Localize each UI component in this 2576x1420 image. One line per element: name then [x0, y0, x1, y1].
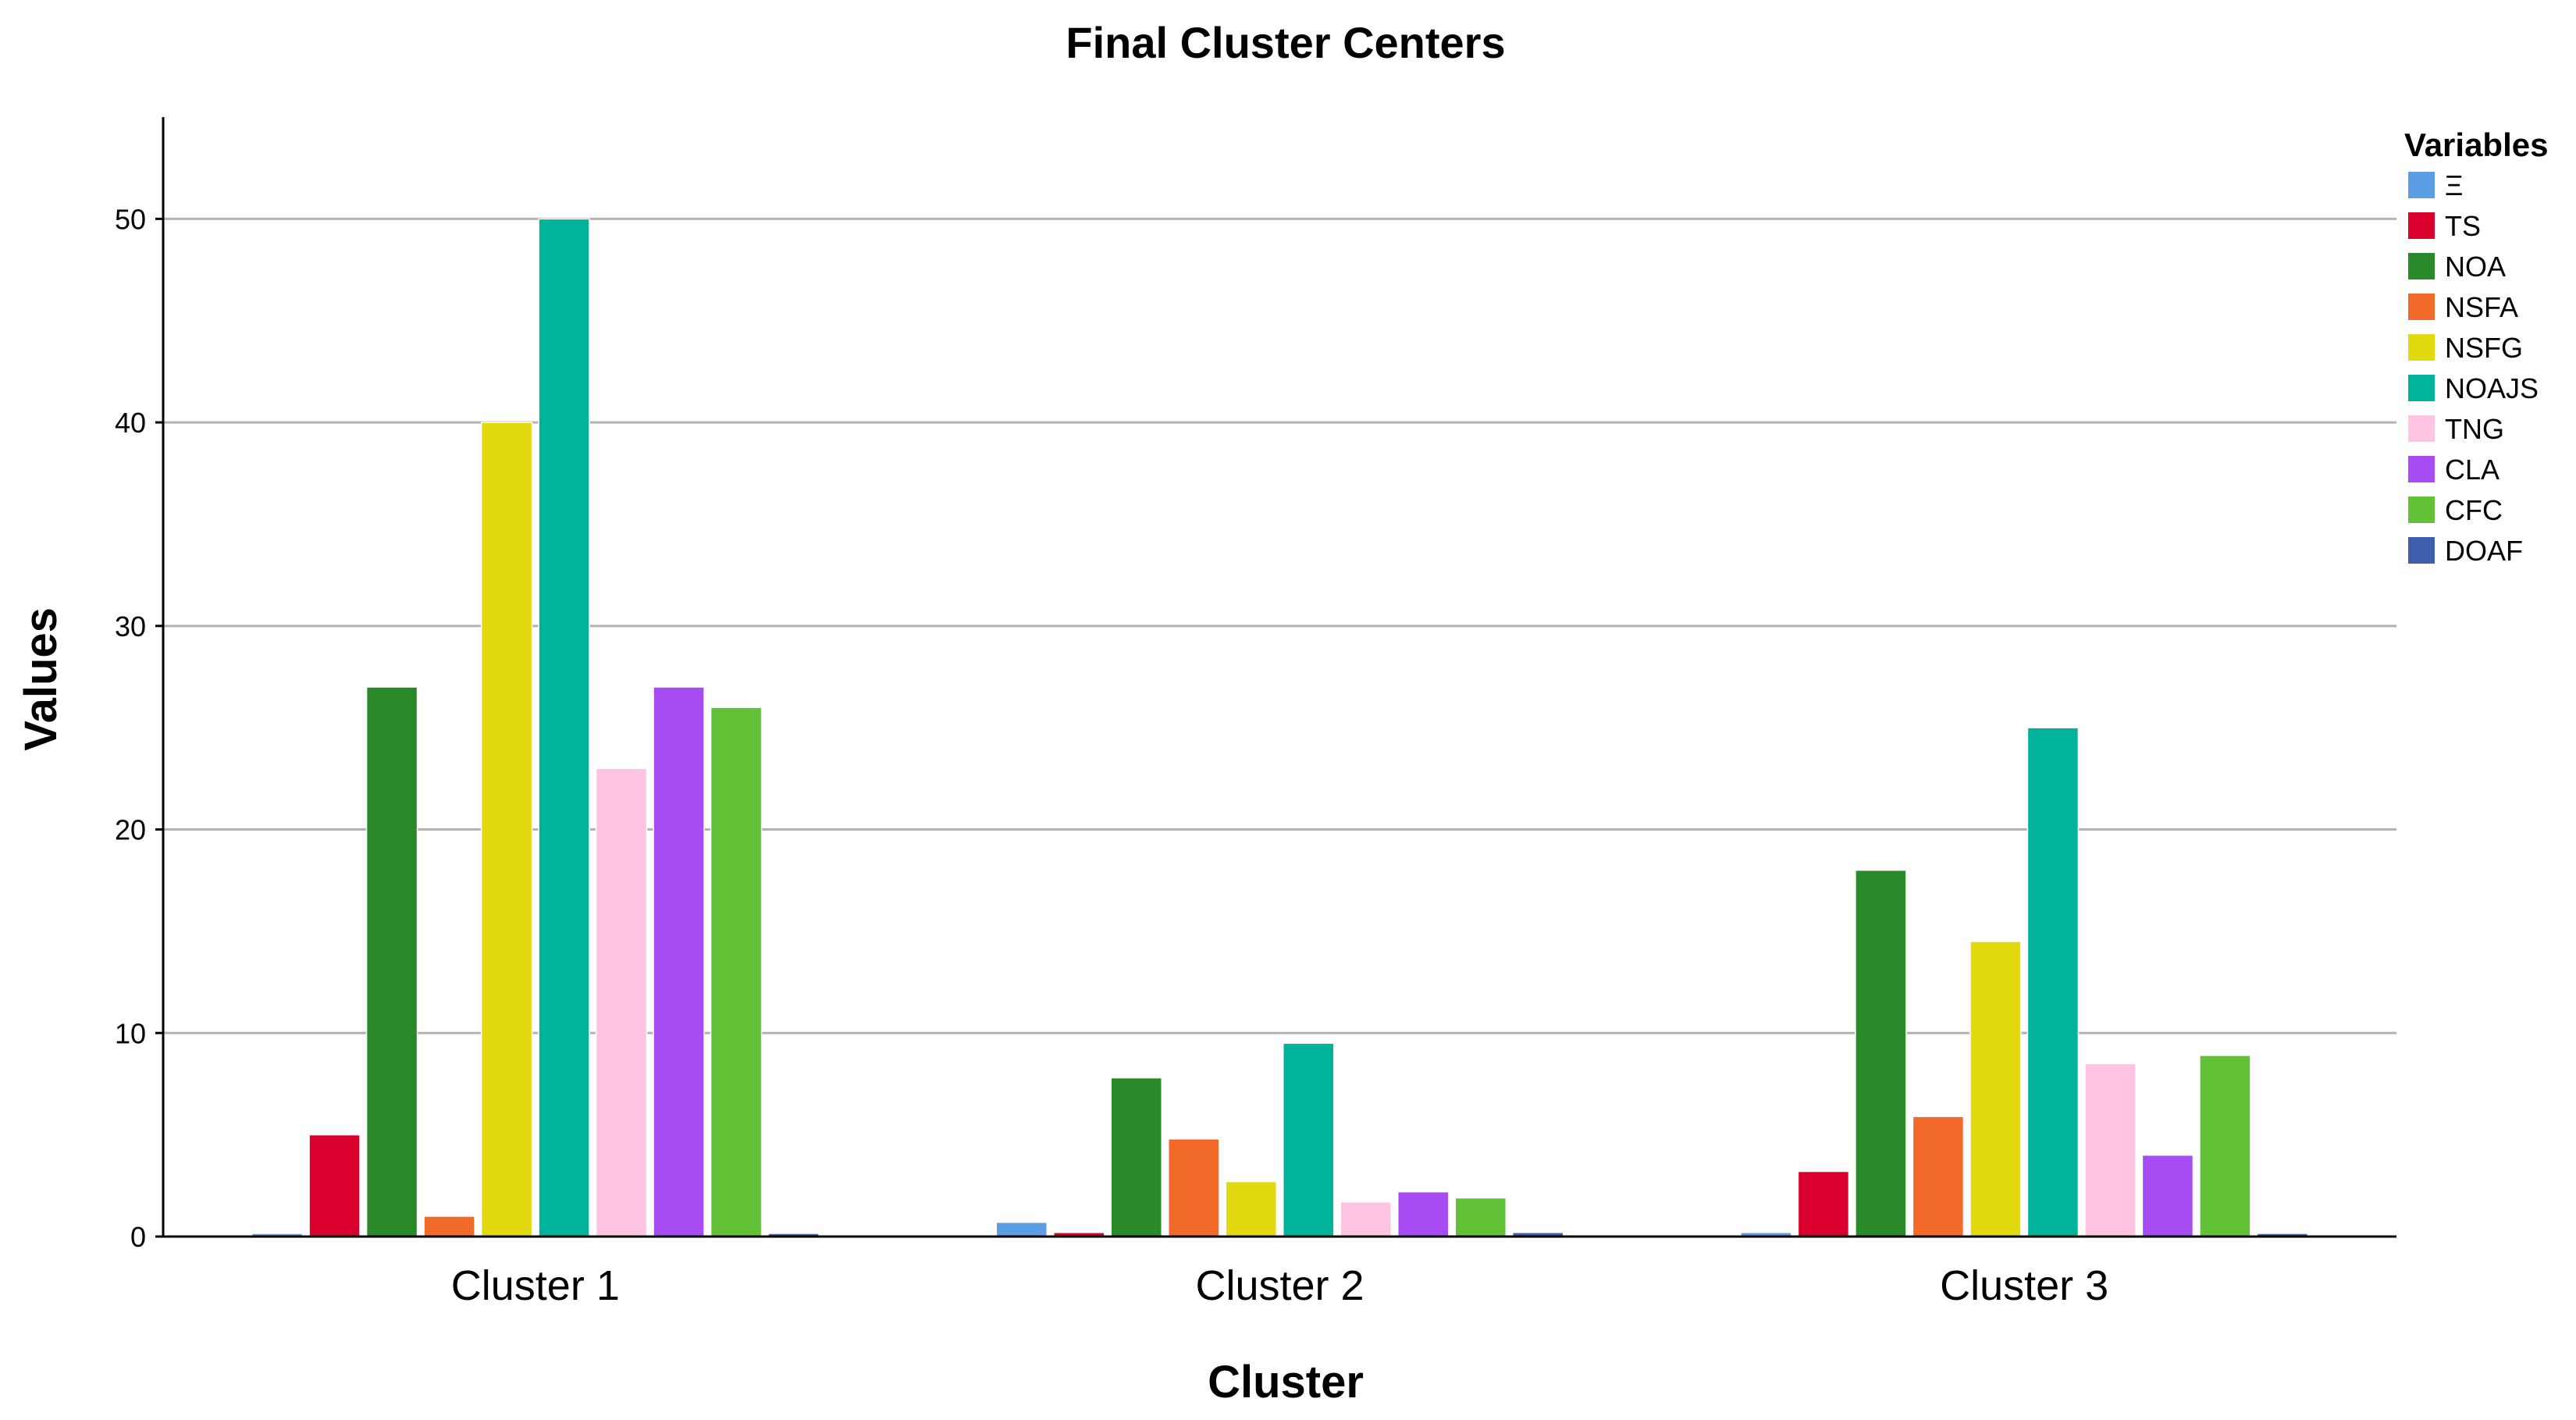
legend: Variables Ξ TS NOA NSFA NSFG NOAJS TNG CLA CFC DO… [2404, 126, 2548, 567]
bar [538, 218, 590, 1237]
bar [2199, 1055, 2251, 1237]
legend-swatch [2408, 253, 2435, 279]
bar [1855, 869, 1907, 1237]
bar [1340, 1201, 1392, 1237]
legend-label: CLA [2445, 454, 2500, 486]
legend-swatch [2408, 456, 2435, 482]
x-category-label: Cluster 2 [1195, 1262, 1364, 1309]
y-tick-label: 50 [115, 203, 146, 235]
bar [1110, 1077, 1162, 1237]
y-ticks: 0 10 20 30 40 50 [115, 203, 163, 1253]
legend-label: Ξ [2445, 169, 2463, 201]
y-tick-label: 40 [115, 407, 146, 439]
bar [1168, 1138, 1220, 1237]
bar [1225, 1180, 1277, 1237]
x-category-label: Cluster 3 [1940, 1262, 2108, 1309]
bar [423, 1215, 475, 1237]
bar [1797, 1170, 1850, 1237]
legend-swatch [2408, 415, 2435, 442]
y-axis-title: Values [16, 607, 66, 751]
bar [2084, 1062, 2137, 1237]
bar [480, 422, 533, 1237]
legend-swatch [2408, 334, 2435, 361]
bar [308, 1134, 361, 1237]
legend-label: NSFA [2445, 291, 2518, 323]
legend-label: CFC [2445, 494, 2503, 526]
chart-title: Final Cluster Centers [1066, 18, 1505, 67]
legend-swatch [2408, 212, 2435, 239]
legend-title: Variables [2404, 126, 2548, 163]
legend-label: TNG [2445, 413, 2504, 445]
legend-swatch [2408, 172, 2435, 198]
legend-swatch [2408, 537, 2435, 564]
gridlines [163, 217, 2396, 1034]
bar [595, 767, 648, 1237]
bars [251, 218, 2309, 1237]
legend-swatch [2408, 375, 2435, 401]
bar [1912, 1116, 1965, 1237]
x-categories: Cluster 1 Cluster 2 Cluster 3 [451, 1262, 2108, 1309]
y-tick-label: 10 [115, 1017, 146, 1049]
legend-swatch [2408, 496, 2435, 523]
y-tick-label: 0 [130, 1221, 146, 1253]
y-tick-label: 30 [115, 610, 146, 642]
legend-label: NSFG [2445, 332, 2523, 364]
bar [653, 686, 705, 1237]
legend-label: TS [2445, 210, 2481, 242]
legend-label: NOA [2445, 251, 2506, 283]
bar [2026, 727, 2080, 1237]
x-axis-title: Cluster [1208, 1357, 1364, 1408]
bar [1454, 1197, 1507, 1237]
bar [1283, 1042, 1335, 1237]
axes [162, 117, 2396, 1238]
bar [1969, 941, 2022, 1237]
bar [710, 706, 763, 1237]
y-tick-label: 20 [115, 814, 146, 846]
legend-swatch [2408, 294, 2435, 320]
bar [2141, 1154, 2194, 1237]
bar [365, 686, 418, 1237]
x-category-label: Cluster 1 [451, 1262, 620, 1309]
bar [995, 1221, 1048, 1237]
bar [1397, 1190, 1450, 1237]
legend-label: DOAF [2445, 535, 2523, 567]
legend-label: NOAJS [2445, 372, 2539, 404]
